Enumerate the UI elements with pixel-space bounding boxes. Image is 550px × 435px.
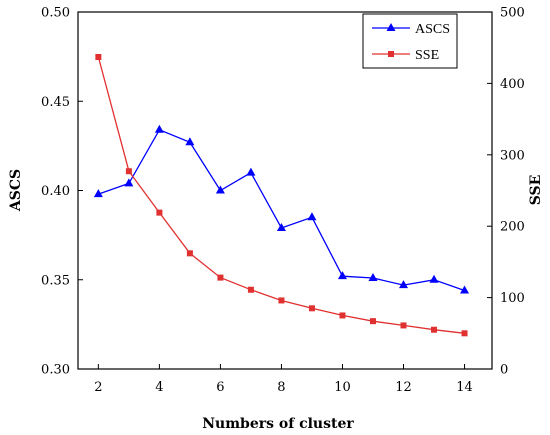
data-point-ascs	[399, 280, 409, 289]
x-tick-label: 10	[334, 380, 351, 395]
y-axis-right-title: SSE	[528, 175, 544, 206]
data-point-ascs	[246, 167, 256, 176]
data-point-sse	[95, 53, 102, 60]
x-tick-label: 12	[395, 380, 412, 395]
series-line-ascs	[98, 128, 465, 292]
x-tick-label: 4	[155, 380, 163, 395]
legend-label-ascs: ASCS	[415, 22, 450, 37]
data-point-sse	[156, 209, 163, 216]
series-layer	[93, 53, 470, 337]
data-point-ascs	[429, 274, 439, 283]
data-point-ascs	[307, 212, 317, 221]
data-point-sse	[369, 318, 376, 325]
x-tick-label: 2	[94, 380, 102, 395]
data-point-ascs	[124, 178, 134, 187]
x-tick-label: 6	[216, 380, 224, 395]
data-point-sse	[431, 326, 438, 333]
y-left-tick-label: 0.50	[41, 6, 70, 21]
data-point-sse	[217, 274, 224, 281]
data-point-sse	[125, 168, 132, 175]
y-left-tick-label: 0.40	[41, 184, 70, 199]
data-point-ascs	[185, 137, 195, 146]
data-point-sse	[339, 312, 346, 319]
legend-marker-ascs	[386, 23, 396, 31]
data-point-sse	[247, 286, 254, 293]
legend-box	[362, 13, 458, 69]
legend-marker-sse	[388, 51, 394, 57]
y-left-tick-label: 0.35	[41, 273, 70, 288]
y-axis-left-title: ASCS	[8, 169, 24, 212]
y-left-tick-label: 0.30	[41, 363, 70, 378]
data-point-ascs	[154, 124, 164, 133]
data-point-ascs	[337, 271, 347, 280]
y-right-tick-label: 100	[500, 291, 525, 306]
data-point-ascs	[215, 185, 225, 194]
data-point-sse	[400, 322, 407, 329]
legend: ASCS SSE	[362, 13, 458, 69]
x-tick-label: 14	[456, 380, 473, 395]
y-right-tick-label: 200	[500, 220, 525, 235]
y-right-tick-label: 0	[500, 363, 508, 378]
data-point-sse	[278, 297, 285, 304]
data-point-ascs	[276, 222, 286, 231]
data-point-ascs	[460, 285, 470, 294]
data-point-ascs	[368, 272, 378, 281]
data-point-ascs	[93, 189, 103, 198]
data-point-sse	[186, 250, 193, 257]
axes-layer: 2 4 6 8 10 12 14 0.30 0.35 0.40 0.45 0.50 0 100 200 300…	[41, 6, 525, 396]
data-point-sse	[308, 305, 315, 312]
series-line-sse	[97, 56, 465, 334]
y-right-tick-label: 400	[500, 77, 525, 92]
y-left-tick-label: 0.45	[41, 95, 70, 110]
legend-label-sse: SSE	[415, 48, 439, 63]
y-right-tick-label: 300	[500, 148, 525, 163]
x-axis-title: Numbers of cluster	[202, 416, 354, 432]
x-tick-label: 8	[277, 380, 285, 395]
y-right-tick-label: 500	[500, 6, 525, 21]
data-point-sse	[461, 330, 468, 337]
